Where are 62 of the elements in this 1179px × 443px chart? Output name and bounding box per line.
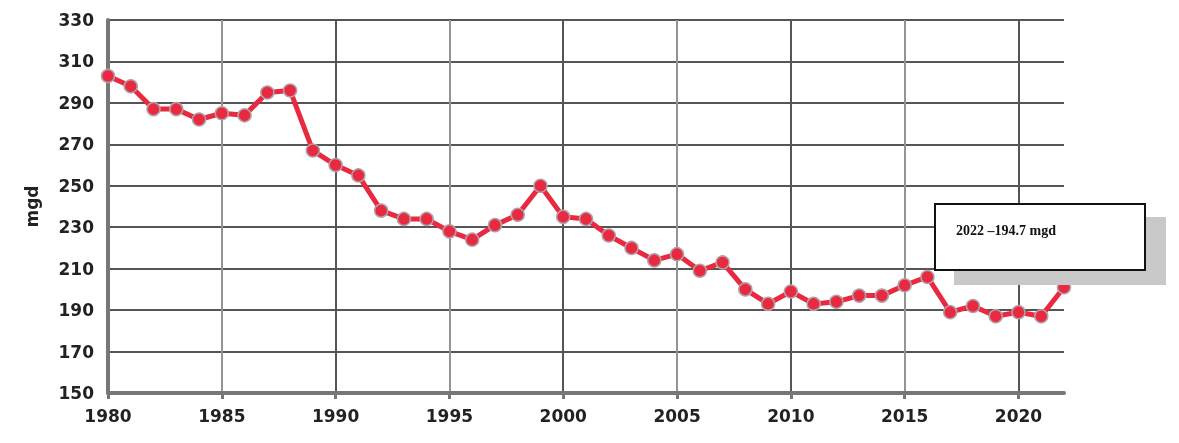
- point: [396, 211, 412, 227]
- x-tick-label: 2005: [653, 405, 701, 426]
- point: [305, 143, 321, 158]
- point: [556, 209, 571, 225]
- point: [1034, 309, 1049, 324]
- point: [806, 296, 821, 312]
- point: [169, 101, 184, 117]
- point: [237, 108, 252, 123]
- point: [442, 224, 457, 239]
- point: [214, 106, 230, 121]
- point: [669, 246, 685, 262]
- y-tick-label: 310: [58, 51, 95, 72]
- point: [942, 304, 958, 320]
- point: [351, 168, 366, 183]
- point: [647, 253, 662, 268]
- point: [282, 83, 298, 98]
- point: [897, 278, 912, 293]
- y-tick-label: 330: [58, 10, 95, 30]
- point: [601, 228, 617, 243]
- y-tick-label: 190: [58, 300, 95, 321]
- point: [510, 207, 525, 223]
- x-tick-label: 1995: [425, 405, 474, 426]
- point: [965, 298, 981, 314]
- point: [851, 288, 867, 303]
- point: [738, 282, 753, 297]
- point: [578, 211, 594, 227]
- point: [783, 284, 799, 299]
- point: [191, 112, 207, 127]
- y-tick-label: 250: [58, 175, 95, 196]
- x-tick-label: 1980: [84, 405, 132, 426]
- point: [464, 232, 480, 247]
- point: [533, 178, 548, 194]
- point: [988, 309, 1003, 324]
- point: [260, 85, 275, 100]
- point: [373, 203, 389, 218]
- point: [760, 296, 776, 312]
- point: [920, 269, 935, 285]
- x-tick-label: 1990: [311, 405, 360, 426]
- x-tick-label: 2010: [767, 405, 815, 426]
- point: [624, 240, 639, 256]
- point: [487, 217, 503, 233]
- y-tick-label: 290: [58, 92, 95, 113]
- point: [715, 255, 730, 270]
- y-tick-label: 170: [58, 341, 95, 362]
- x-tick-label: 2015: [881, 405, 929, 426]
- point: [328, 157, 343, 173]
- y-axis-title: mgd: [21, 185, 42, 228]
- y-tick-label: 150: [58, 383, 95, 403]
- point: [146, 101, 161, 117]
- y-tick-label: 270: [58, 134, 95, 155]
- point: [100, 68, 116, 84]
- point: [829, 294, 844, 310]
- y-tick-label: 210: [58, 258, 95, 279]
- point: [1011, 304, 1026, 320]
- point: [419, 211, 434, 227]
- x-tick-label: 2020: [994, 405, 1043, 426]
- point: [692, 263, 708, 278]
- point: [874, 288, 890, 303]
- point: [123, 79, 139, 94]
- x-tick-label: 1985: [198, 405, 246, 426]
- x-tick-label: 2000: [539, 405, 588, 426]
- y-tick-label: 230: [58, 217, 95, 238]
